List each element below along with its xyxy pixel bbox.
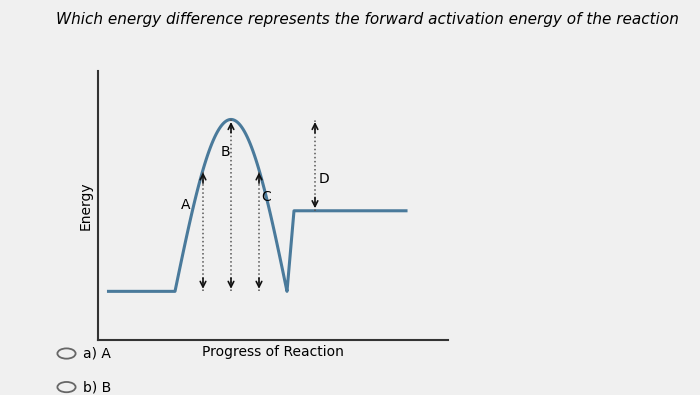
Text: B: B bbox=[221, 145, 230, 159]
Text: D: D bbox=[318, 171, 329, 186]
Text: a) A: a) A bbox=[83, 346, 111, 361]
Y-axis label: Energy: Energy bbox=[78, 181, 92, 230]
X-axis label: Progress of Reaction: Progress of Reaction bbox=[202, 345, 344, 359]
Text: Which energy difference represents the forward activation energy of the reaction: Which energy difference represents the f… bbox=[56, 12, 679, 27]
Text: b) B: b) B bbox=[83, 380, 111, 394]
Text: C: C bbox=[261, 190, 271, 204]
Text: A: A bbox=[181, 198, 190, 212]
